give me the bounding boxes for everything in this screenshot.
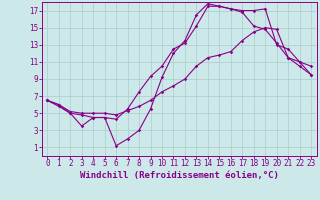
X-axis label: Windchill (Refroidissement éolien,°C): Windchill (Refroidissement éolien,°C) [80, 171, 279, 180]
